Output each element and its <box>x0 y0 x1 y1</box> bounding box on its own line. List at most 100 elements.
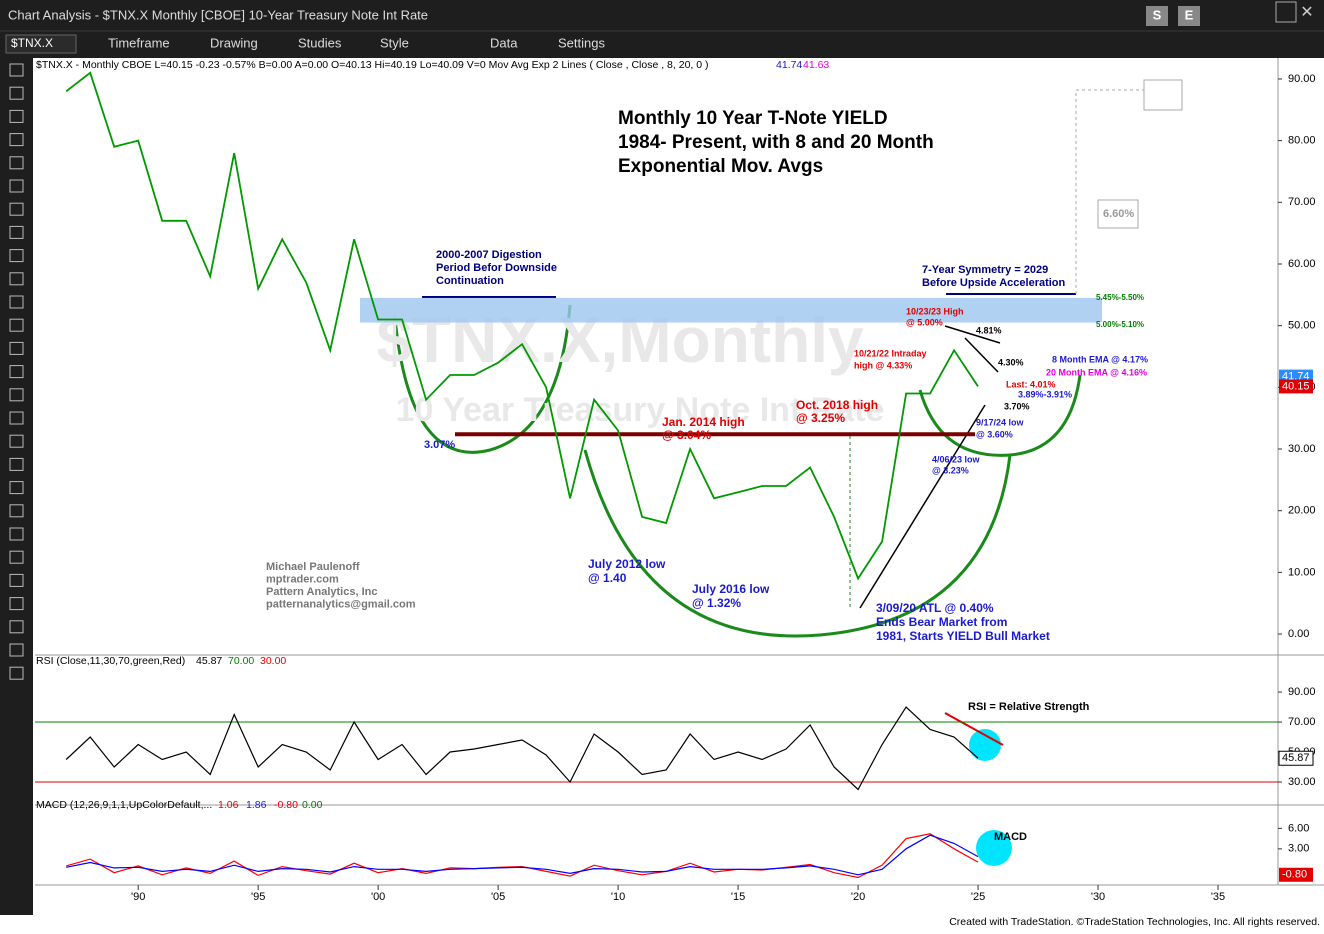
price-marker <box>1279 379 1313 394</box>
y-tick-label: 3.00 <box>1288 843 1309 855</box>
window-title: Chart Analysis - $TNX.X Monthly [CBOE] 1… <box>8 7 428 22</box>
tool-icon[interactable] <box>9 63 24 77</box>
button-label[interactable]: S <box>1153 7 1162 22</box>
annotation: @ 3.04% <box>662 428 711 442</box>
arc <box>918 374 1082 457</box>
footer: Created with TradeStation. ©TradeStation… <box>949 916 1320 928</box>
annotation: @ 5.00% <box>906 317 943 327</box>
annotation: @ 1.40 <box>588 571 627 585</box>
annotation: July 2016 low <box>692 582 770 596</box>
tool-icon[interactable] <box>9 341 24 355</box>
tool-icon[interactable] <box>9 434 24 448</box>
toolbar-item[interactable]: Studies <box>298 35 342 50</box>
ema-readout: 41.74 <box>776 59 802 71</box>
x-tick-label: '95 <box>251 891 265 903</box>
annotation: 8 Month EMA @ 4.17% <box>1052 354 1148 364</box>
annotation: @ 3.23% <box>932 465 969 475</box>
tool-icon[interactable] <box>9 202 24 216</box>
tool-icon[interactable] <box>9 620 24 634</box>
y-tick-label: 20.00 <box>1288 505 1316 517</box>
button[interactable] <box>1146 6 1168 26</box>
x-tick-label: '05 <box>491 891 505 903</box>
price-marker-label: 40.15 <box>1282 380 1310 392</box>
annotation: 4.81% <box>976 325 1002 335</box>
tool-icon[interactable] <box>9 272 24 286</box>
symbol[interactable]: $TNX.X <box>11 36 53 50</box>
tool-icon[interactable] <box>9 550 24 564</box>
readout: MACD (12,26,9,1,1,UpColorDefault,... <box>36 799 212 811</box>
tool-icon[interactable] <box>9 481 24 495</box>
annotation: 4/06/23 low <box>932 454 981 464</box>
chart-title: Exponential Mov. Avgs <box>618 156 823 177</box>
tool-icon[interactable] <box>9 156 24 170</box>
tool-icon[interactable] <box>9 388 24 402</box>
projection-box <box>1143 79 1183 111</box>
tool-icon[interactable] <box>9 109 24 123</box>
tool-icon[interactable] <box>9 504 24 518</box>
y-tick-label: 30.00 <box>1288 443 1316 455</box>
author: patternanalytics@gmail.com <box>266 598 416 610</box>
last-marker-label: 45.87 <box>1282 752 1310 764</box>
y-tick-label: 60.00 <box>1288 258 1316 270</box>
tool-icon[interactable] <box>9 249 24 263</box>
tool-icon[interactable] <box>9 133 24 147</box>
tool-icon[interactable] <box>9 411 24 425</box>
author: mptrader.com <box>266 573 339 585</box>
x-tick-label: '35 <box>1211 891 1225 903</box>
tool-icon[interactable] <box>9 295 24 309</box>
left-tool-bar <box>0 58 33 915</box>
tool-icon[interactable] <box>9 365 24 379</box>
annotation: 5.45%-5.50% <box>1096 293 1144 302</box>
tool-icon[interactable] <box>9 225 24 239</box>
button-label[interactable]: E <box>1185 7 1194 22</box>
annotation: 6.60% <box>1103 208 1134 220</box>
resistance-zone <box>360 297 1102 323</box>
tool-icon[interactable] <box>9 318 24 332</box>
trendline <box>964 337 999 373</box>
toolbar-item[interactable]: Timeframe <box>108 35 170 50</box>
y-tick-label: 10.00 <box>1288 566 1316 578</box>
tool-icon[interactable] <box>9 643 24 657</box>
annotation: @ 3.60% <box>976 429 1013 439</box>
arc <box>393 304 572 454</box>
trendline <box>944 325 1001 344</box>
toolbar-item[interactable]: Data <box>490 35 518 50</box>
author: Michael Paulenoff <box>266 561 360 573</box>
toolbar-item[interactable]: Drawing <box>210 35 258 50</box>
tool-icon[interactable] <box>9 86 24 100</box>
toolbar-item[interactable]: Settings <box>558 35 605 50</box>
last-marker <box>1278 750 1314 766</box>
tool-icon[interactable] <box>9 573 24 587</box>
x-tick-label: '15 <box>731 891 745 903</box>
annotation: 7-Year Symmetry = 2029 <box>922 264 1048 276</box>
annotation: 9/17/24 low <box>976 417 1025 427</box>
highlight <box>969 729 1001 761</box>
annotation: @ 3.25% <box>796 411 845 425</box>
annotation: Last: 4.01% <box>1006 379 1056 389</box>
button[interactable] <box>1178 6 1200 26</box>
author: Pattern Analytics, Inc <box>266 586 377 598</box>
close-button[interactable]: ✕ <box>1300 4 1313 21</box>
annotation: 3.07% <box>424 439 455 451</box>
annotation: 10/21/22 Intraday <box>854 348 927 358</box>
annotation: Ends Bear Market from <box>876 615 1007 629</box>
x-tick-label: '90 <box>131 891 145 903</box>
annotation: 2000-2007 Digestion <box>436 249 542 261</box>
annotation: Before Upside Acceleration <box>922 277 1066 289</box>
last-marker <box>1279 867 1313 882</box>
annotation: 3.89%-3.91% <box>1018 389 1072 399</box>
y-tick-label: 80.00 <box>1288 135 1316 147</box>
tool-icon[interactable] <box>9 666 24 680</box>
toolbar-item[interactable]: Style <box>380 35 409 50</box>
symbol-box[interactable] <box>5 34 77 54</box>
tool-icon[interactable] <box>9 527 24 541</box>
data-line <box>66 834 979 876</box>
tool-icon[interactable] <box>9 597 24 611</box>
readout: RSI (Close,11,30,70,green,Red) <box>36 655 185 667</box>
tool-icon[interactable] <box>9 179 24 193</box>
annotation: 4.30% <box>998 357 1024 367</box>
drawings <box>393 79 1183 866</box>
tool-icon[interactable] <box>9 457 24 471</box>
minimize-restore[interactable] <box>1275 1 1297 23</box>
